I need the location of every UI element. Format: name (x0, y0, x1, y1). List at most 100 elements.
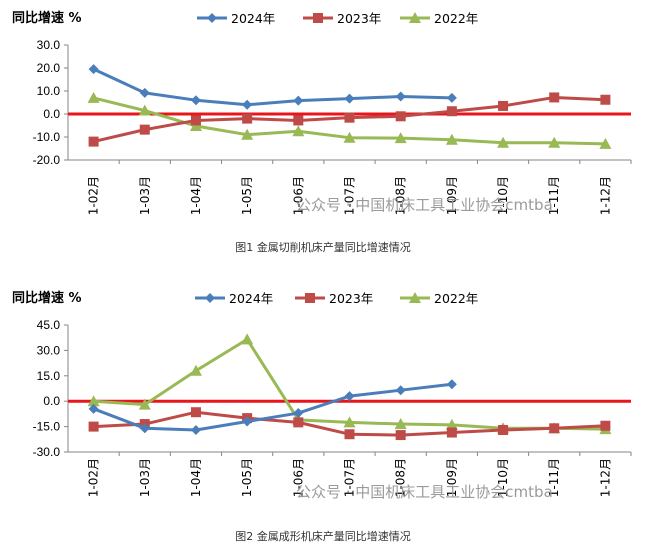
data-point (241, 333, 254, 345)
legend-marker (409, 12, 421, 23)
legend-label: 2022年 (434, 291, 478, 306)
data-point (293, 115, 304, 126)
y-tick-label: -10.0 (33, 130, 61, 144)
x-tick-label: 1-09月 (445, 458, 459, 497)
x-tick-label: 1-07月 (343, 176, 357, 215)
data-point (292, 125, 305, 137)
x-tick-label: 1-11月 (547, 458, 561, 497)
y-tick-label: 0.0 (43, 394, 60, 408)
legend: 2024年 2023年 2022年 (197, 11, 478, 26)
data-point (139, 423, 150, 434)
series-2023年 (88, 92, 611, 147)
legend-marker (207, 13, 217, 23)
y-tick-label: 30.0 (37, 38, 61, 52)
legend-marker (205, 293, 215, 303)
data-point (190, 95, 201, 106)
data-point (139, 124, 150, 135)
figure-caption: 图2 金属成形机床产量同比增速情况 (235, 529, 411, 543)
data-point (344, 429, 355, 440)
x-tick-label: 1-12月 (598, 458, 612, 497)
x-tick-label: 1-05月 (240, 176, 254, 215)
series-2024年 (88, 379, 457, 435)
data-point (549, 423, 560, 434)
y-tick-label: -15.0 (33, 420, 61, 434)
data-point (446, 106, 457, 117)
legend-marker (313, 13, 323, 23)
data-point (242, 99, 253, 110)
legend-marker (409, 292, 421, 303)
data-point (344, 93, 355, 104)
y-tick-label: -20.0 (33, 153, 61, 167)
data-point (139, 87, 150, 98)
data-point (498, 424, 509, 435)
watermark-text: 公众号 · 中国机床工具工业协会cmtba (296, 196, 553, 214)
data-point (88, 64, 99, 75)
x-tick-label: 1-10月 (496, 458, 510, 497)
x-tick-label: 1-08月 (394, 458, 408, 497)
data-point (87, 91, 100, 103)
chart-2: 同比增速 % 45.0 30.0 15.0 0.0 -15.0 -30.0 1-02月 1-03… (12, 290, 632, 543)
data-point (395, 111, 406, 122)
data-point (87, 395, 100, 407)
x-tick-label: 1-09月 (445, 176, 459, 215)
data-point (293, 417, 304, 428)
data-point (498, 100, 509, 111)
y-tick-label: 45.0 (37, 318, 61, 332)
data-point (242, 113, 253, 124)
x-tick-label: 1-05月 (240, 458, 254, 497)
data-point (600, 94, 611, 105)
data-point (446, 92, 457, 103)
legend-label: 2023年 (329, 291, 373, 306)
data-point (88, 421, 99, 432)
x-tick-label: 1-07月 (343, 458, 357, 497)
data-point (395, 91, 406, 102)
x-tick-label: 1-04月 (189, 176, 203, 215)
series-2022年 (87, 91, 612, 149)
data-point (343, 416, 356, 428)
x-tick-label: 1-11月 (547, 176, 561, 215)
x-tick-label: 1-08月 (394, 176, 408, 215)
figure-caption: 图1 金属切削机床产量同比增速情况 (235, 240, 411, 254)
series-2024年 (88, 64, 457, 110)
data-point (600, 420, 611, 431)
data-point (394, 132, 407, 144)
data-point (88, 136, 99, 147)
data-point (445, 418, 458, 430)
legend-label: 2023年 (337, 11, 381, 26)
y-tick-label: 10.0 (37, 84, 61, 98)
data-point (242, 416, 253, 427)
data-point (395, 385, 406, 396)
data-point (548, 136, 561, 148)
legend-label: 2024年 (229, 291, 273, 306)
data-point (189, 364, 202, 376)
data-point (88, 403, 99, 414)
y-axis-title: 同比增速 % (12, 290, 82, 306)
data-point (138, 104, 151, 116)
x-tick-label: 1-06月 (291, 176, 305, 215)
legend-marker (305, 293, 315, 303)
data-point (394, 418, 407, 430)
data-point (445, 133, 458, 145)
data-point (138, 398, 151, 410)
x-tick-label: 1-03月 (138, 176, 152, 215)
x-tick-label: 1-10月 (496, 176, 510, 215)
y-tick-label: -30.0 (33, 445, 61, 459)
legend: 2024年 2023年 2022年 (195, 291, 478, 306)
data-point (190, 115, 201, 126)
data-point (293, 95, 304, 106)
data-point (344, 112, 355, 123)
series-line (93, 382, 453, 432)
data-point (189, 119, 202, 131)
x-tick-label: 1-02月 (87, 176, 101, 215)
watermark-text: 公众号 · 中国机床工具工业协会cmtba (296, 483, 553, 501)
x-tick-label: 1-04月 (189, 458, 203, 497)
data-point (344, 391, 355, 402)
x-tick-label: 1-02月 (87, 458, 101, 497)
data-point (395, 430, 406, 441)
x-tick-label: 1-03月 (138, 458, 152, 497)
y-tick-label: 30.0 (37, 343, 61, 357)
data-point (241, 128, 254, 140)
data-point (190, 407, 201, 418)
chart-1: 同比增速 % 30.0 20.0 10.0 0.0 -10.0 -20.0 1-02月 1-03… (12, 10, 632, 254)
